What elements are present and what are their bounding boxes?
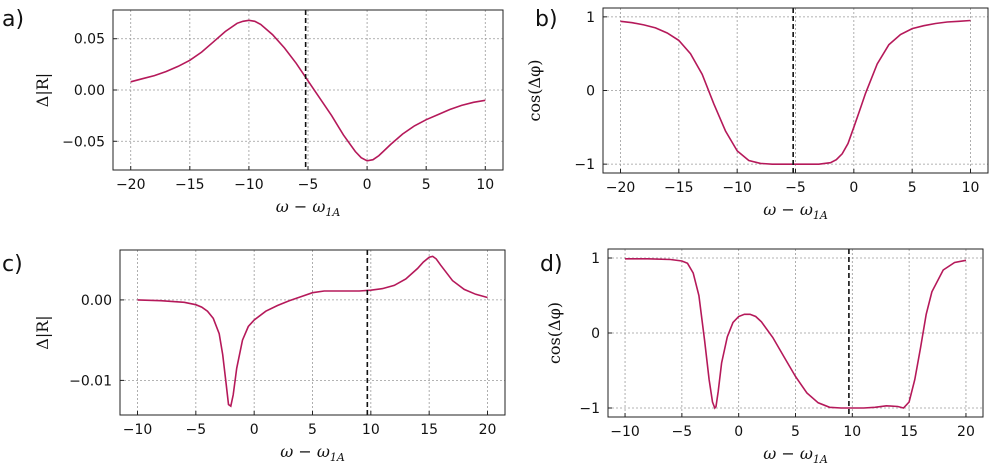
y-axis-label: cos(Δφ) — [525, 59, 544, 121]
x-axis-label-main: ω − ω — [280, 442, 330, 461]
x-tick-label: 0 — [363, 177, 372, 193]
y-tick-label: −1 — [579, 401, 600, 417]
panel-label: a) — [2, 7, 24, 32]
x-tick-label: 5 — [422, 177, 431, 193]
x-axis-label: ω − ω1A — [276, 197, 341, 219]
y-tick-label: 0.05 — [74, 32, 105, 48]
y-tick-label: 0 — [586, 84, 595, 100]
panel-1: −20 −15 −10 −5 0 5 10 −0.05 0.00 0.05 ω − ω1A Δ|R| a… — [2, 7, 504, 219]
series-line-0 — [130, 19, 486, 162]
series-line-0 — [137, 255, 488, 408]
x-tick-label: 0 — [250, 422, 259, 438]
x-axis-label: ω − ω1A — [763, 200, 828, 222]
x-tick-label: 5 — [791, 424, 800, 440]
x-axis-label: ω − ω1A — [763, 444, 828, 465]
series-line-0 — [625, 257, 967, 410]
y-axis-label: Δ|R| — [33, 315, 52, 349]
x-tick-label: 15 — [420, 422, 438, 438]
y-tick-label: 0.00 — [81, 293, 112, 309]
x-tick-label: 10 — [962, 180, 980, 196]
y-tick-label: 1 — [591, 251, 600, 267]
x-tick-label: 20 — [479, 422, 497, 438]
y-tick-label: −0.05 — [62, 134, 105, 150]
x-tick-label: 20 — [957, 424, 975, 440]
x-tick-label: 10 — [362, 422, 380, 438]
panel-label: c) — [2, 252, 23, 277]
x-axis-label-main: ω − ω — [276, 197, 326, 216]
y-tick-label: 0.00 — [74, 83, 105, 99]
panel-3: −10 −5 0 5 10 15 20 −0.01 0.00 ω − ω1A Δ|R| c) — [2, 249, 506, 464]
y-tick-label: 1 — [586, 10, 595, 26]
x-tick-label: −5 — [298, 177, 319, 193]
x-tick-label: −10 — [234, 177, 264, 193]
x-axis-label-sub: 1A — [813, 209, 828, 222]
x-tick-label: 10 — [476, 177, 494, 193]
x-tick-label: −20 — [606, 180, 636, 196]
plot-frame — [607, 248, 984, 418]
y-tick-label: 0 — [591, 326, 600, 342]
plot-frame — [119, 249, 506, 416]
x-tick-label: −5 — [785, 180, 806, 196]
x-tick-label: −5 — [186, 422, 207, 438]
x-tick-label: 5 — [308, 422, 317, 438]
x-axis-label-sub: 1A — [325, 206, 340, 219]
x-tick-label: 15 — [900, 424, 918, 440]
y-tick-label: −0.01 — [69, 373, 112, 389]
x-tick-label: −20 — [116, 177, 146, 193]
series-line-0 — [620, 19, 971, 165]
x-tick-label: −5 — [672, 424, 693, 440]
x-tick-label: 5 — [908, 180, 917, 196]
x-tick-label: 0 — [849, 180, 858, 196]
x-tick-label: −10 — [610, 424, 640, 440]
x-axis-label: ω − ω1A — [280, 442, 345, 464]
y-axis-label: Δ|R| — [33, 73, 52, 107]
panel-label: b) — [535, 7, 558, 32]
y-tick-label: −1 — [574, 157, 595, 173]
plot-frame — [112, 9, 504, 171]
x-tick-label: −15 — [175, 177, 205, 193]
x-axis-label-sub: 1A — [330, 451, 345, 464]
x-axis-label-sub: 1A — [813, 453, 828, 465]
plot-frame — [602, 7, 989, 174]
x-axis-label-main: ω − ω — [763, 200, 813, 219]
y-axis-label: cos(Δφ) — [545, 302, 564, 364]
x-axis-label-main: ω − ω — [763, 444, 813, 463]
panel-label: d) — [540, 252, 563, 277]
x-tick-label: −10 — [722, 180, 752, 196]
x-tick-label: 10 — [843, 424, 861, 440]
x-tick-label: 0 — [734, 424, 743, 440]
x-tick-label: −15 — [664, 180, 694, 196]
x-tick-label: −10 — [123, 422, 153, 438]
